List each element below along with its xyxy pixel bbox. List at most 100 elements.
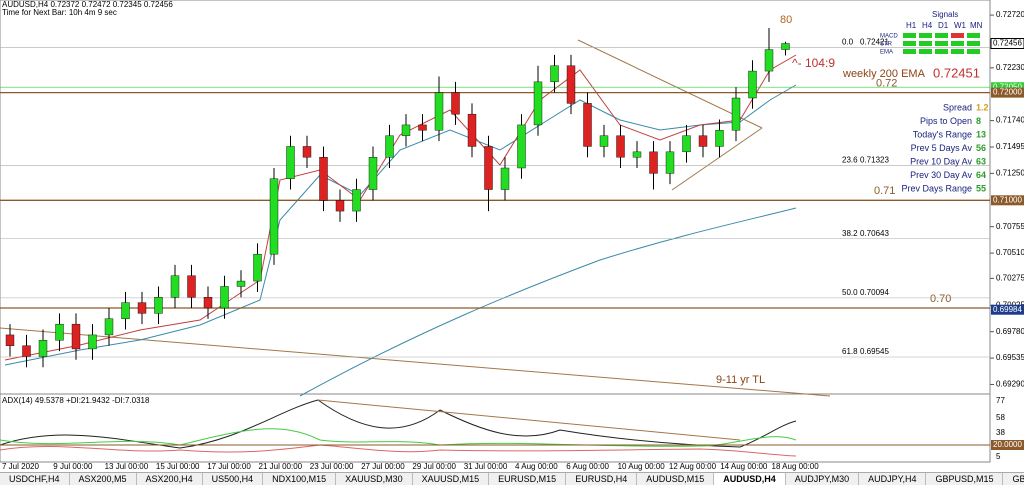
chart-tab[interactable]: EURUSD,M15 [489, 473, 567, 485]
chart-tab[interactable]: XAUUSD,M15 [413, 473, 490, 485]
candle-body [599, 135, 609, 147]
chart-tab[interactable]: ASX200,M5 [70, 473, 137, 485]
candle-body [517, 124, 526, 169]
price-tick-label: 0.70510 [996, 248, 1024, 257]
chart-tab[interactable]: ASX200,H4 [137, 473, 203, 485]
candle-body [104, 318, 114, 336]
candle-body [781, 43, 790, 50]
stat-label: Prev 10 Day Av [910, 156, 972, 166]
chart-tab[interactable]: AUDJPY,H4 [859, 473, 927, 485]
candle-body [269, 178, 279, 255]
signal-column: D1 [938, 21, 949, 30]
fib-level: 38.2 [842, 229, 858, 238]
stat-label: Today's Range [913, 129, 972, 139]
price-tick-label: 0.72230 [996, 63, 1024, 72]
candle-body [467, 113, 477, 147]
chart-tab[interactable]: AUDJPY,M30 [786, 473, 860, 485]
date-label: 4 Aug 00:00 [515, 462, 558, 471]
adx-tick-label: 58 [996, 413, 1005, 422]
signal-cell [967, 49, 980, 54]
stat-value: 55 [976, 183, 986, 193]
candle-body [352, 189, 361, 212]
fib-price: 0.72421 [860, 37, 889, 46]
date-label: 29 Jul 00:00 [412, 462, 456, 471]
rsi-note: 80 [780, 14, 792, 26]
ema-value: 0.72451 [933, 65, 980, 80]
adx-tick-label: 5 [996, 452, 1001, 461]
candle-body [616, 135, 625, 158]
price-marker [991, 304, 1024, 315]
candle-body [71, 323, 81, 350]
signal-cell [935, 41, 948, 46]
adx-level-label: 20.0000 [993, 440, 1022, 449]
trend-line [671, 127, 763, 191]
date-label: 10 Aug 00:00 [618, 462, 666, 471]
frame [0, 0, 991, 463]
stat-value: 56 [976, 143, 986, 153]
chart-tab[interactable]: AUDUSD,H4 [714, 473, 786, 485]
fib-price: 0.70094 [860, 288, 889, 297]
candle-body [368, 157, 378, 190]
candle-body [88, 334, 97, 350]
di-plus [0, 428, 797, 447]
stat-label: Prev 30 Day Av [910, 170, 972, 180]
candle-body [236, 280, 246, 287]
stat-value: 1.2 [976, 102, 989, 112]
adx-tick-label: 38 [996, 428, 1005, 437]
chart: AUDUSD,H4 0.72372 0.72472 0.72345 0.7245… [0, 0, 1024, 471]
candle-body [682, 135, 691, 153]
date-label: 13 Jul 00:00 [105, 462, 149, 471]
stat-label: Prev Days Range [901, 183, 972, 193]
chart-tab[interactable]: XAUUSD,M30 [336, 473, 413, 485]
signal-cell [903, 33, 916, 38]
chart-tab[interactable]: GBPUSD,H4 [1003, 473, 1024, 485]
candle-body [121, 302, 130, 319]
signal-cell [951, 49, 964, 54]
signal-column: H4 [922, 21, 933, 30]
stat-label: Prev 5 Days Av [911, 143, 973, 153]
chart-tab[interactable]: GBPUSD,M15 [926, 473, 1004, 485]
signal-cell [903, 41, 916, 46]
candle-body [385, 135, 394, 158]
signal-column: W1 [954, 21, 967, 30]
chart-tab[interactable]: US500,H4 [203, 473, 264, 485]
candle-body [154, 297, 163, 314]
level-label: 0.72 [876, 78, 897, 90]
date-label: 12 Aug 00:00 [669, 462, 717, 471]
candle-body [731, 97, 741, 131]
stat-value: 63 [976, 156, 986, 166]
bar-timer: Time for Next Bar: 10h 4m 9 sec [2, 8, 117, 17]
price-marker-label: 0.72456 [993, 39, 1022, 48]
stat-value: 13 [976, 129, 986, 139]
fib-price: 0.70643 [860, 229, 889, 238]
date-label: 23 Jul 00:00 [310, 462, 354, 471]
candle-body [451, 92, 460, 115]
candle-body [649, 151, 658, 174]
chart-tab[interactable]: EURUSD,H4 [566, 473, 638, 485]
price-tick-label: 0.70275 [996, 273, 1024, 282]
signal-cell [967, 33, 980, 38]
candle-body [203, 297, 213, 309]
chart-tab[interactable]: AUDUSD,M15 [637, 473, 715, 485]
candle-body [533, 81, 543, 126]
signal-cell [919, 33, 932, 38]
date-label: 15 Jul 00:00 [156, 462, 200, 471]
price-marker-label: 0.72000 [993, 88, 1022, 97]
candle-body [5, 334, 15, 346]
candle-body [715, 130, 724, 147]
date-label: 18 Aug 00:00 [772, 462, 820, 471]
signal-cell [951, 41, 964, 46]
chart-tab[interactable]: NDX100,M15 [263, 473, 337, 485]
price-marker-label: 0.71000 [993, 195, 1022, 204]
chart-tab[interactable]: USDCHF,H4 [0, 473, 70, 485]
signal-cell [935, 49, 948, 54]
signal-row: EMA [880, 50, 893, 56]
date-label: 31 Jul 00:00 [464, 462, 508, 471]
price-tick-label: 0.71740 [996, 116, 1024, 125]
adx-tick-label: 77 [996, 396, 1005, 405]
signal-cell [967, 41, 980, 46]
candle-body [319, 157, 328, 201]
candle-body [550, 65, 559, 83]
price-tick-label: 0.70755 [996, 222, 1024, 231]
